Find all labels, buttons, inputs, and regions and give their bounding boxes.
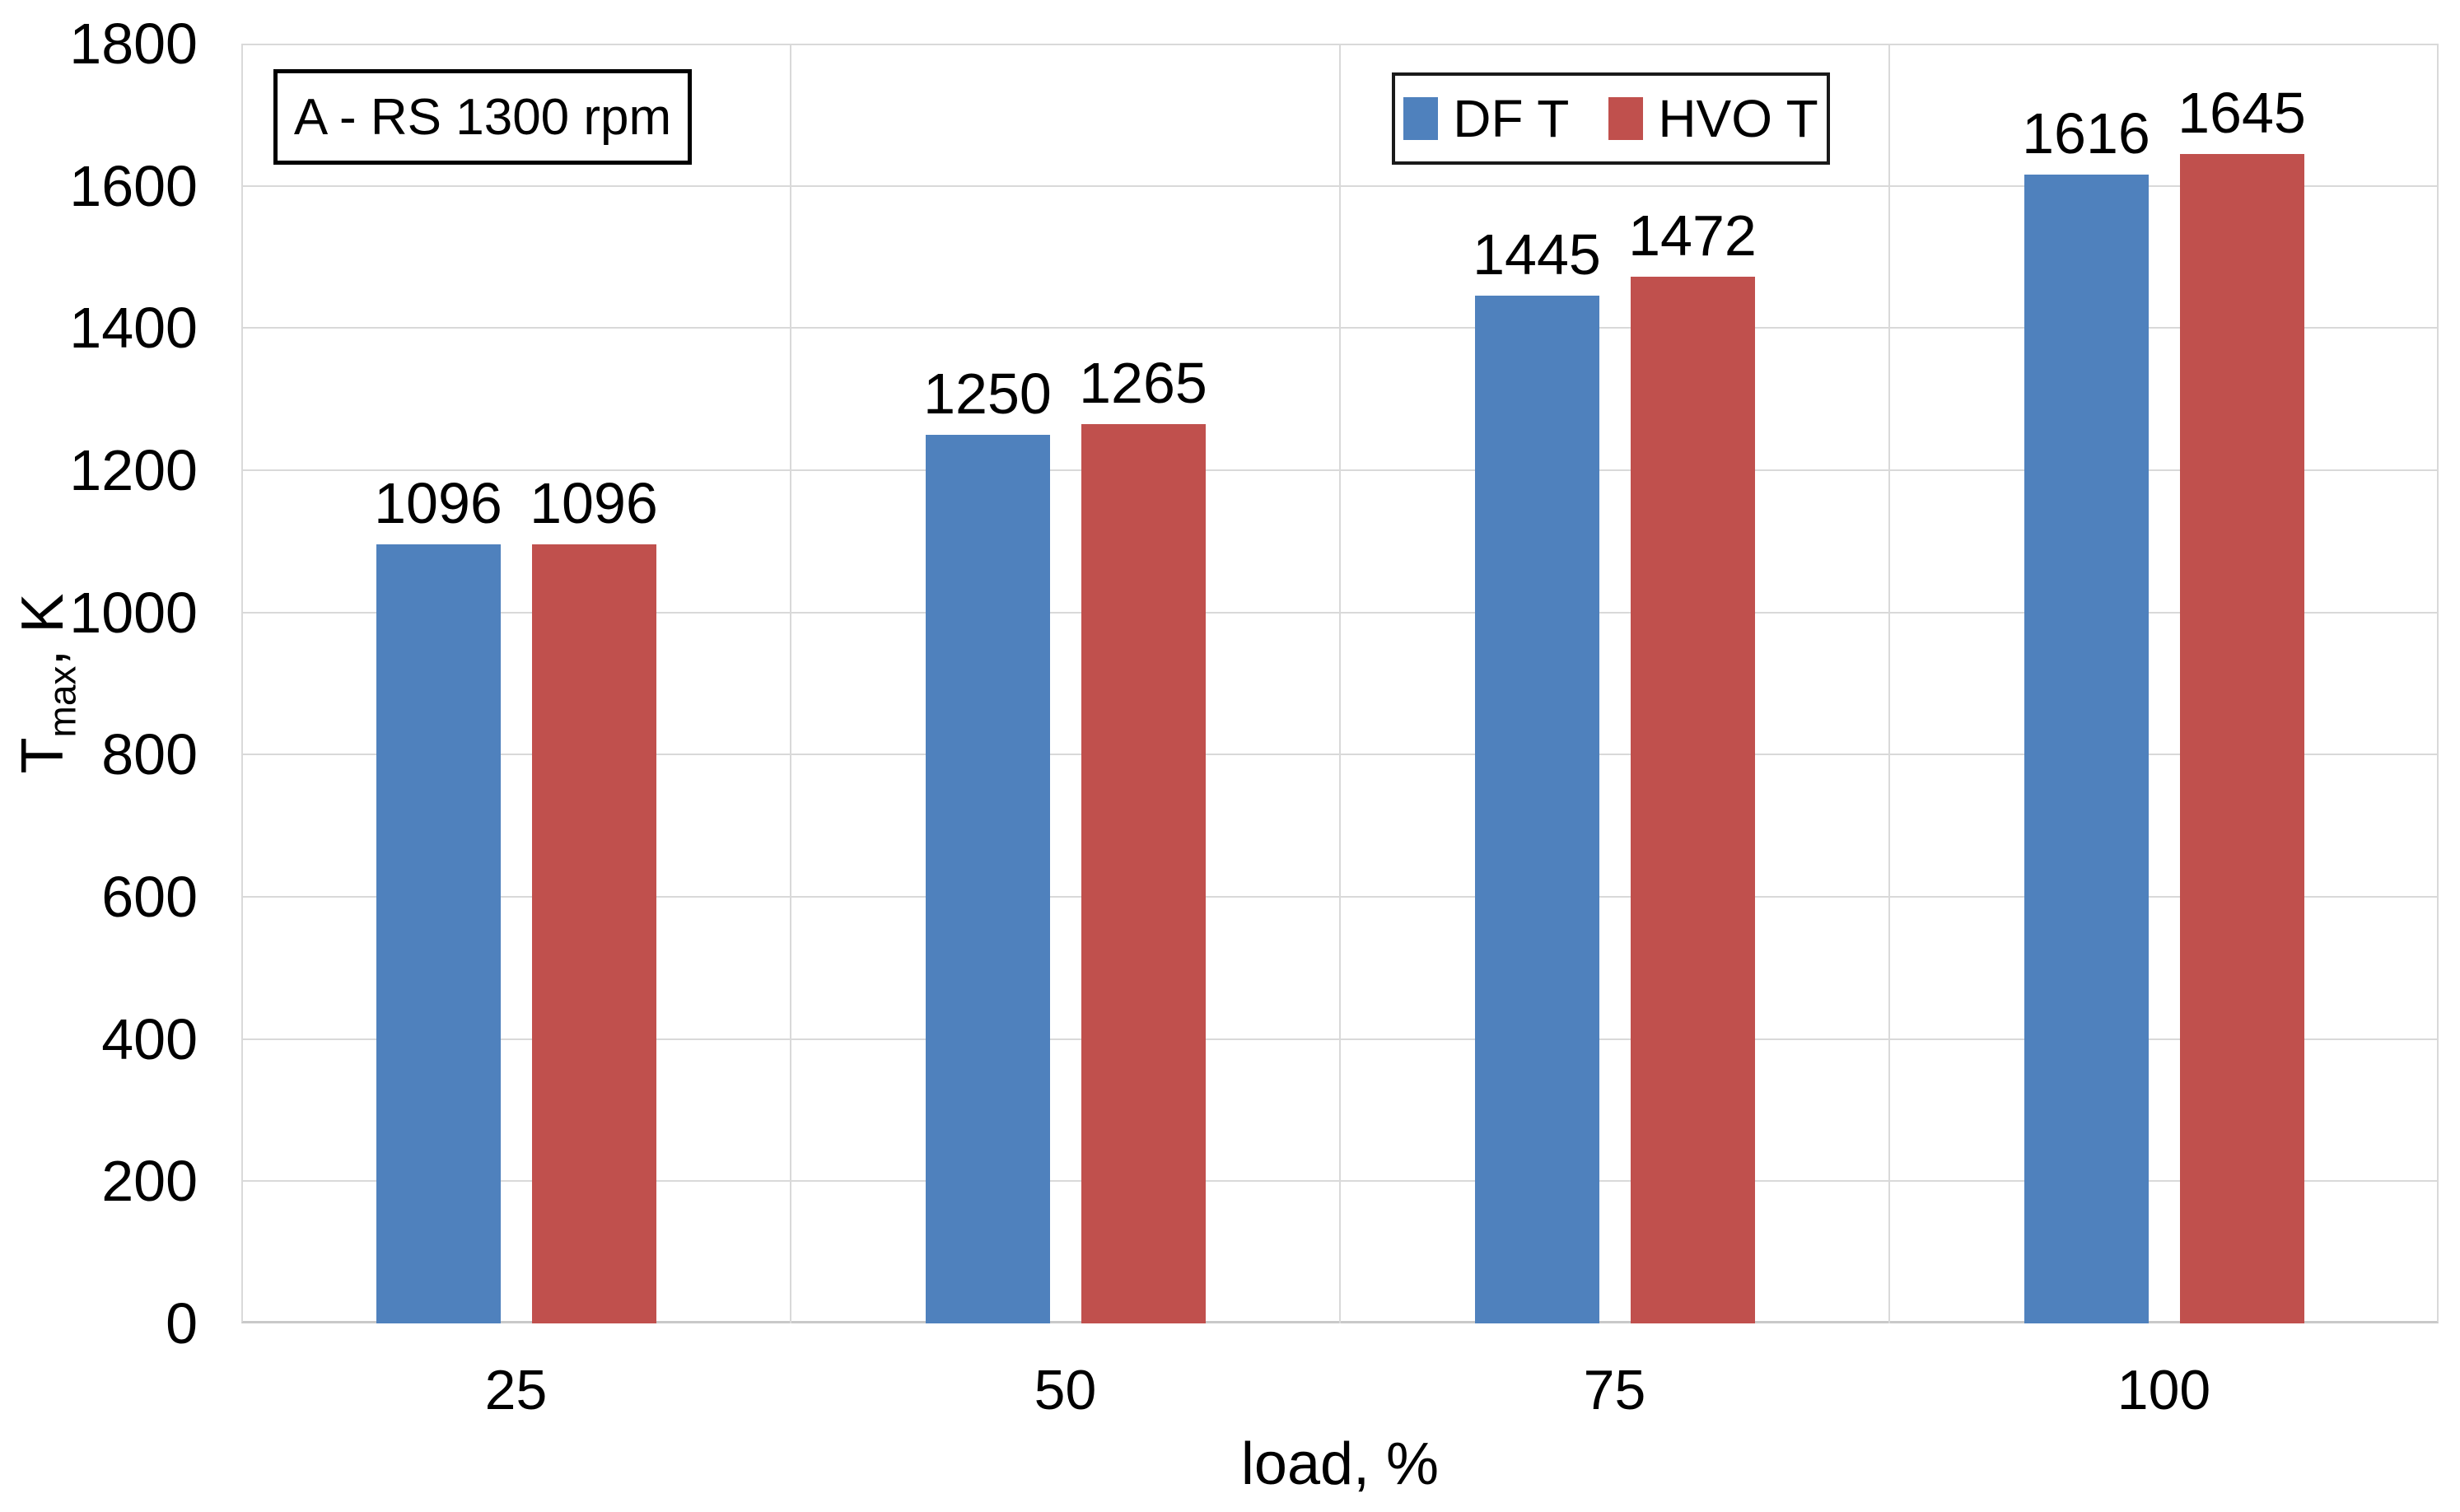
y-axis-tick-label: 800 — [101, 722, 198, 787]
data-label-df-t: 1616 — [2022, 100, 2150, 166]
legend-item-df-t: DF T — [1403, 88, 1569, 149]
data-label-df-t: 1096 — [374, 470, 502, 535]
annotation-text: A - RS 1300 rpm — [293, 88, 672, 146]
annotation-box: A - RS 1300 rpm — [273, 69, 692, 165]
y-axis-tick-label: 0 — [166, 1291, 198, 1356]
legend-item-hvo-t: HVO T — [1608, 88, 1818, 149]
x-axis-tick-label: 75 — [1583, 1359, 1646, 1421]
legend-label-hvo-t: HVO T — [1658, 89, 1818, 148]
y-axis-tick-label: 1800 — [69, 12, 198, 76]
x-gridline — [1888, 44, 1890, 1323]
x-axis-tick-label: 25 — [484, 1359, 548, 1421]
y-axis-tick-label: 1000 — [69, 580, 198, 645]
x-axis-tick-label: 100 — [2117, 1359, 2211, 1421]
bar-df-t — [925, 434, 1050, 1323]
legend-swatch-df-t — [1403, 97, 1439, 140]
bar-df-t — [2024, 174, 2149, 1323]
legend-label-df-t: DF T — [1453, 89, 1570, 148]
x-gridline — [790, 44, 791, 1323]
data-label-hvo-t: 1096 — [530, 470, 658, 535]
legend: DF T HVO T — [1392, 72, 1830, 165]
x-axis-title: load, % — [1240, 1431, 1440, 1497]
bar-hvo-t — [531, 544, 656, 1323]
bar-hvo-t — [1630, 277, 1755, 1323]
data-label-hvo-t: 1645 — [2178, 80, 2306, 145]
data-label-df-t: 1250 — [923, 361, 1052, 426]
bar-df-t — [1474, 296, 1599, 1323]
data-label-hvo-t: 1265 — [1079, 350, 1207, 415]
y-axis-tick-label: 1400 — [69, 296, 198, 361]
y-axis-tick-label: 400 — [101, 1006, 198, 1071]
x-gridline — [1339, 44, 1341, 1323]
bar-df-t — [376, 544, 501, 1323]
data-label-hvo-t: 1472 — [1628, 203, 1757, 268]
legend-swatch-hvo-t — [1608, 97, 1644, 140]
y-axis-tick-label: 1600 — [69, 153, 198, 218]
bar-hvo-t — [2179, 153, 2304, 1323]
y-axis-tick-label: 600 — [101, 865, 198, 929]
y-axis-title: Tmax, K — [10, 436, 83, 931]
y-axis-tick-label: 200 — [101, 1149, 198, 1214]
bar-hvo-t — [1081, 423, 1206, 1323]
x-axis-tick-label: 50 — [1034, 1359, 1097, 1421]
data-label-df-t: 1445 — [1473, 222, 1601, 287]
y-axis-tick-label: 1200 — [69, 438, 198, 502]
